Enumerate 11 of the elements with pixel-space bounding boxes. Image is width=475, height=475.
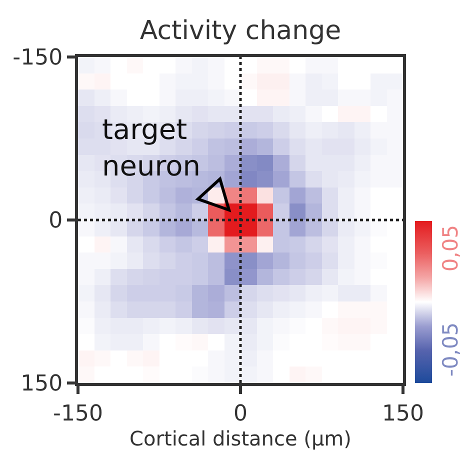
color-bar-label: -0,05 (438, 322, 463, 377)
x-tick-label: 150 (382, 401, 424, 426)
y-tick-label: 150 (20, 372, 63, 397)
x-axis-title: Cortical distance (µm) (130, 426, 352, 450)
chart-title: Activity change (140, 16, 342, 46)
x-tick-label: 0 (234, 401, 248, 426)
x-tick-label: -150 (53, 401, 103, 426)
y-tick-label: 0 (48, 208, 63, 234)
y-tick-label: -150 (12, 46, 63, 71)
annotation: target neuron (102, 113, 200, 182)
color-bar-label: 0,05 (438, 224, 463, 272)
